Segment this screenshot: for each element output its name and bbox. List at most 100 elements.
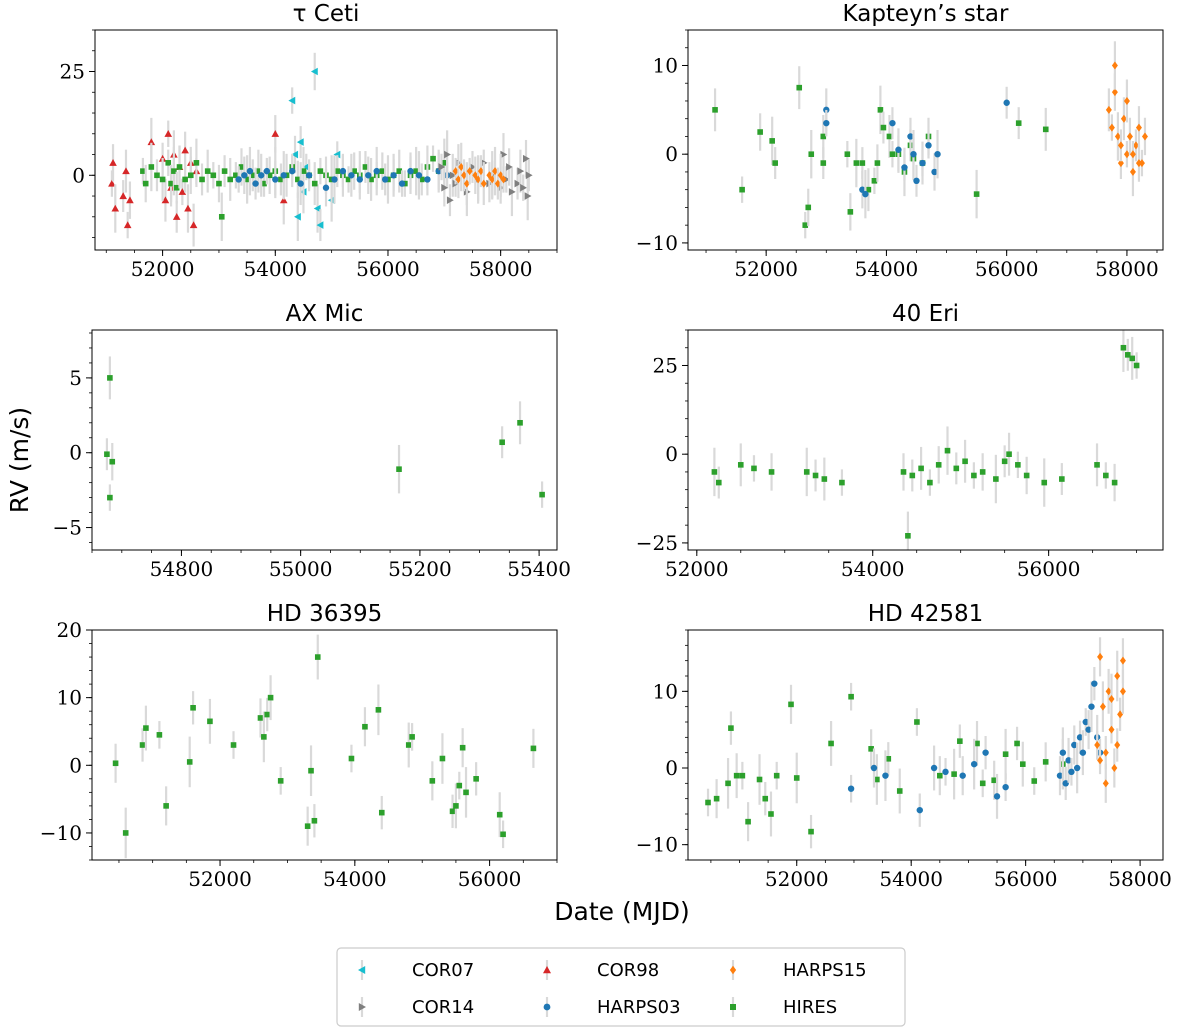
data-point [910, 150, 917, 158]
series-harps15 [1105, 41, 1148, 197]
data-point [494, 179, 501, 188]
x-tick-label: 54000 [323, 867, 387, 891]
data-point [409, 734, 415, 740]
legend-label: COR07 [412, 960, 474, 981]
y-tick-label: 10 [57, 686, 82, 710]
data-point [148, 164, 155, 170]
data-point [317, 168, 324, 174]
data-point [186, 759, 193, 765]
data-point [123, 221, 132, 229]
x-tick-label: 54800 [150, 557, 214, 581]
data-point [871, 178, 878, 184]
data-point [1091, 680, 1098, 687]
data-point [821, 476, 828, 482]
data-point [769, 138, 775, 144]
data-point [348, 172, 355, 179]
axes-frame [91, 629, 558, 861]
data-point [331, 176, 338, 183]
legend-label: HARPS15 [783, 960, 867, 981]
data-point [725, 780, 731, 787]
data-layer [711, 330, 1140, 550]
data-point [886, 133, 893, 140]
data-point [1094, 462, 1100, 468]
data-point [979, 780, 986, 787]
series-harps15 [452, 142, 507, 206]
x-tick-label: 52000 [734, 257, 798, 281]
data-point [847, 209, 854, 215]
data-point [877, 107, 884, 113]
data-point [1123, 150, 1130, 159]
data-point [365, 172, 372, 179]
data-point [937, 772, 943, 779]
data-point [396, 168, 403, 174]
data-point [415, 172, 423, 179]
data-point [848, 693, 854, 700]
data-point [257, 715, 264, 721]
data-point [737, 462, 744, 468]
panel-title: AX Mic [286, 301, 364, 327]
data-point [1123, 96, 1130, 105]
data-point [316, 221, 324, 229]
data-point [187, 172, 194, 179]
data-point [847, 785, 855, 792]
data-point [190, 704, 196, 711]
data-point [823, 119, 830, 127]
data-point [210, 172, 217, 179]
data-point [1141, 132, 1148, 141]
data-point [1042, 759, 1049, 765]
data-point [449, 808, 456, 815]
y-tick-label: 0 [665, 142, 678, 166]
series-hires [712, 66, 1049, 239]
data-point [311, 180, 318, 187]
data-point [477, 167, 484, 176]
data-point [870, 764, 878, 772]
data-point [291, 150, 299, 159]
x-tick-label: 56000 [356, 257, 420, 281]
x-axis-label: Date (MJD) [554, 897, 689, 926]
data-point [453, 803, 459, 809]
data-point [942, 768, 949, 776]
data-point [140, 168, 146, 174]
axes-frame [91, 329, 558, 551]
data-point [463, 789, 469, 796]
data-point [1079, 749, 1087, 756]
x-tick-label: 52000 [765, 867, 829, 891]
data-point [1117, 141, 1124, 150]
data-point [1114, 741, 1121, 749]
data-point [1094, 741, 1101, 749]
x-tick-label: 56000 [994, 867, 1058, 891]
panel-title: HD 42581 [868, 601, 983, 627]
data-point [272, 176, 279, 183]
data-point [712, 107, 718, 113]
data-point [204, 168, 211, 174]
data-point [517, 419, 523, 426]
data-point [438, 163, 446, 171]
data-point [1002, 783, 1009, 791]
legend-marker [358, 1003, 366, 1011]
series-cor07 [288, 52, 341, 242]
data-point [828, 740, 834, 747]
legend-marker [543, 1003, 551, 1011]
data-point [944, 447, 951, 454]
data-point [351, 168, 357, 174]
data-point [1003, 99, 1010, 106]
data-point [466, 167, 473, 176]
data-point [1088, 703, 1095, 710]
x-tick-label: 52000 [188, 867, 252, 891]
data-point [267, 694, 274, 701]
data-point [1129, 167, 1136, 176]
data-point [473, 776, 479, 782]
data-point [339, 167, 347, 175]
data-point [1132, 141, 1139, 150]
data-point [122, 830, 129, 836]
data-point [181, 146, 189, 154]
data-point [139, 742, 146, 748]
y-tick-label: −5 [53, 516, 82, 540]
data-point [1120, 344, 1127, 351]
data-point [300, 168, 307, 174]
data-point [446, 196, 454, 204]
x-tick-label: 55200 [388, 557, 452, 581]
data-point [1062, 780, 1069, 787]
data-point [1006, 451, 1012, 457]
